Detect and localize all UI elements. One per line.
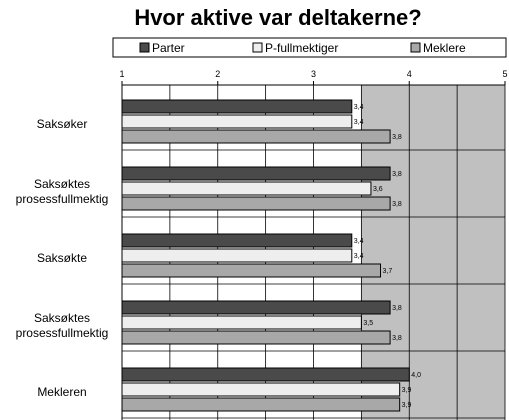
x-tick-label: 3 xyxy=(311,69,316,79)
category-label: Saksøker xyxy=(37,117,88,131)
bar xyxy=(121,330,391,345)
data-label: 3,8 xyxy=(392,305,402,312)
bar xyxy=(121,114,353,129)
chart-title: Hvor aktive var deltakerne? xyxy=(134,5,421,30)
data-label: 3,8 xyxy=(392,335,402,342)
data-label: 3,6 xyxy=(373,186,383,193)
data-label: 3,8 xyxy=(392,201,402,208)
bar xyxy=(121,382,401,397)
category-label: Mekleren xyxy=(37,385,86,399)
bar xyxy=(121,196,391,211)
bar xyxy=(121,367,410,382)
legend-label: P-fullmektiger xyxy=(265,41,338,55)
data-label: 3,4 xyxy=(354,104,364,111)
bar xyxy=(121,315,362,330)
category-label-line: prosessfullmektig xyxy=(16,192,109,206)
legend-swatch xyxy=(252,42,263,53)
data-label: 3,8 xyxy=(392,134,402,141)
plot-area: 1 2 3 4 5 3,4 3,4 3,8 Saksøker 3,8 3,6 3,8 Saksøktes… xyxy=(16,69,508,420)
bar xyxy=(121,233,353,248)
legend-label: Meklere xyxy=(423,41,466,55)
bar xyxy=(121,181,372,196)
data-label: 3,4 xyxy=(354,253,364,260)
x-tick-label: 5 xyxy=(502,69,507,79)
x-tick-label: 1 xyxy=(119,69,124,79)
data-label: 4,0 xyxy=(411,372,421,379)
data-label: 3,4 xyxy=(354,238,364,245)
data-label: 3,7 xyxy=(383,268,393,275)
bar xyxy=(121,263,382,278)
legend-swatch xyxy=(410,42,421,53)
x-tick-label: 4 xyxy=(407,69,412,79)
category-label: Saksøktes prosessfullmektig xyxy=(16,311,109,340)
bar xyxy=(121,248,353,263)
category-label: Saksøkte xyxy=(37,251,87,265)
data-label: 3,9 xyxy=(402,387,412,394)
category-label-line: prosessfullmektig xyxy=(16,326,109,340)
bar xyxy=(121,129,391,144)
legend-swatch xyxy=(139,42,150,53)
data-label: 3,8 xyxy=(392,171,402,178)
data-label: 3,5 xyxy=(363,320,373,327)
category-label-line: Saksøktes xyxy=(34,177,90,191)
legend-label: Parter xyxy=(152,41,185,55)
bar xyxy=(121,99,353,114)
legend-box xyxy=(112,37,507,58)
bar xyxy=(121,166,391,181)
data-label: 3,9 xyxy=(402,402,412,409)
category-label: Saksøktes prosessfullmektig xyxy=(16,177,109,206)
data-label: 3,4 xyxy=(354,119,364,126)
bar xyxy=(121,397,401,412)
legend: Parter P-fullmektiger Meklere xyxy=(112,37,507,58)
category-label-line: Saksøktes xyxy=(34,311,90,325)
bar xyxy=(121,300,391,315)
x-tick-label: 2 xyxy=(215,69,220,79)
